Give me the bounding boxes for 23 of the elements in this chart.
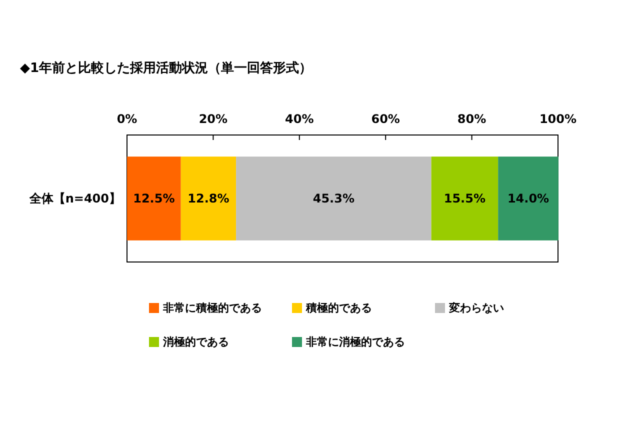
x-tick-label: 60% xyxy=(371,112,400,126)
y-tick-label: 全体【n=400】 xyxy=(28,192,121,206)
data-label: 45.3% xyxy=(312,192,354,206)
x-tick-label: 100% xyxy=(539,112,577,126)
data-label: 12.5% xyxy=(133,192,175,206)
legend-label: 非常に積極的である xyxy=(162,302,262,314)
legend-label: 変わらない xyxy=(448,302,504,314)
legend-label: 積極的である xyxy=(305,302,372,314)
x-tick-label: 0% xyxy=(116,112,138,126)
data-label: 12.8% xyxy=(188,192,230,206)
bar xyxy=(180,156,236,240)
x-tick-label: 40% xyxy=(285,112,314,126)
bar xyxy=(431,156,498,240)
data-label: 15.5% xyxy=(444,192,486,206)
bar xyxy=(236,156,432,240)
x-tick-label: 80% xyxy=(457,112,486,126)
bar xyxy=(498,156,558,240)
x-tick-label: 20% xyxy=(198,112,228,126)
chart-title: ◆1年前と比較した採用活動状況（単一回答形式） xyxy=(20,60,312,76)
bar xyxy=(127,156,181,240)
legend-label: 消極的である xyxy=(162,336,229,348)
legend-label: 非常に消極的である xyxy=(305,336,405,348)
data-label: 14.0% xyxy=(507,192,550,206)
